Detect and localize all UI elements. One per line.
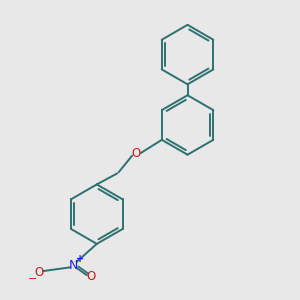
Text: O: O xyxy=(131,147,140,160)
Text: O: O xyxy=(34,266,44,278)
Text: N: N xyxy=(69,259,78,272)
Text: O: O xyxy=(86,270,95,283)
Text: +: + xyxy=(76,254,84,264)
Text: −: − xyxy=(27,274,37,284)
